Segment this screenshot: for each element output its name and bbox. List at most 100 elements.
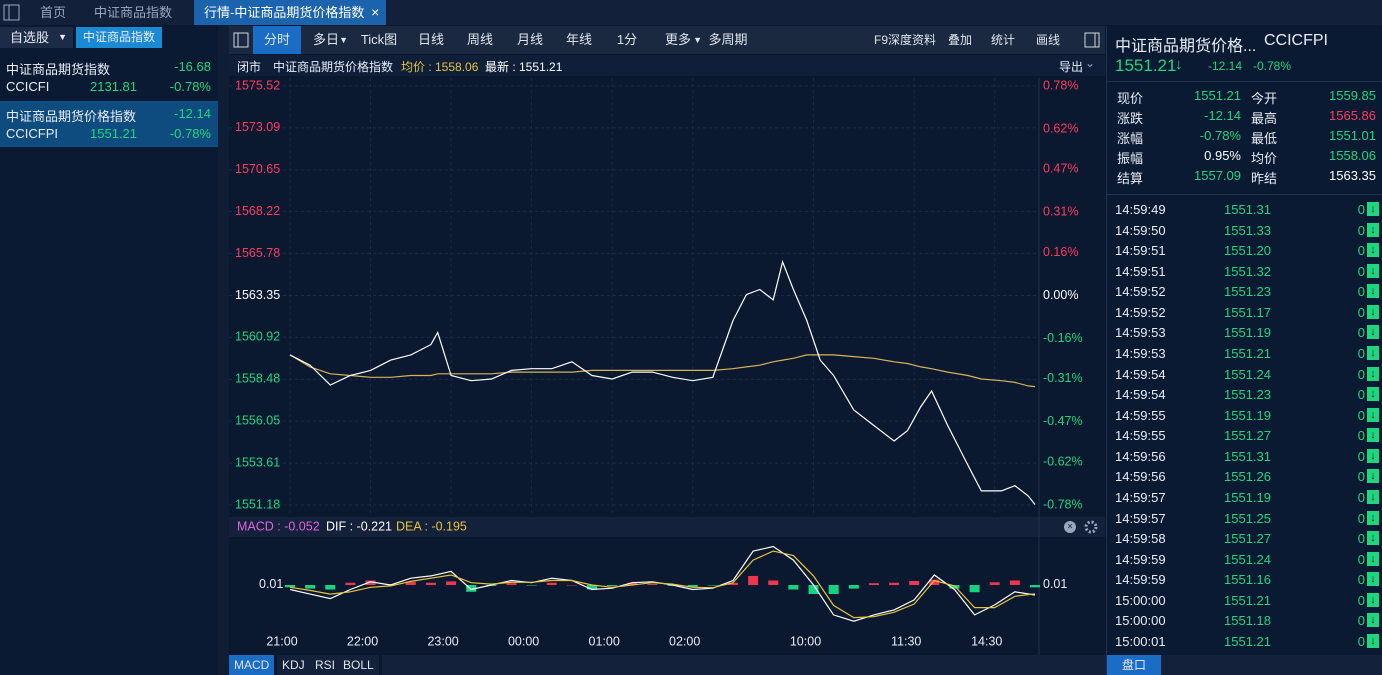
macd-bar xyxy=(345,582,356,585)
y2-tick-label: -0.31% xyxy=(1043,371,1083,385)
settings-icon[interactable] xyxy=(1084,520,1098,534)
dea-line xyxy=(289,550,1036,619)
macd-bar xyxy=(768,580,779,585)
quote-label: 结算 xyxy=(1117,171,1144,186)
watchlist-tab[interactable]: 自选股 ▼ xyxy=(0,27,73,48)
tick-time: 14:59:57 xyxy=(1115,510,1166,526)
item-name: 中证商品期货价格指数 xyxy=(6,109,137,124)
y-tick-label: 1558.48 xyxy=(235,372,280,386)
quote-change: -12.14 xyxy=(1208,59,1243,73)
quote-value: 1558.06 xyxy=(1329,148,1376,163)
macd-bar xyxy=(546,582,557,585)
watchlist-item[interactable]: 中证商品期货指数 -16.68 CCICFI 2131.81 -0.78% xyxy=(0,54,218,100)
quote-value: -12.14 xyxy=(1204,108,1241,123)
macd-header-bar xyxy=(229,517,1105,537)
indicator-tab[interactable]: KDJ xyxy=(277,655,310,675)
tick-volume: 0 xyxy=(1357,592,1365,608)
tick-time: 14:59:56 xyxy=(1115,469,1166,485)
toolbar-button[interactable]: F9深度资料 xyxy=(873,33,936,47)
tick-volume: 0 xyxy=(1357,428,1365,444)
watchlist-item[interactable]: 中证商品期货价格指数 -12.14 CCICFPI 1551.21 -0.78% xyxy=(0,101,218,147)
item-change: -16.68 xyxy=(174,59,211,74)
down-arrow: ↓ xyxy=(1367,633,1379,648)
toolbar-button[interactable]: 叠加 xyxy=(947,33,972,47)
tick-volume: 0 xyxy=(1357,284,1365,300)
quote-value: -0.78% xyxy=(1199,128,1241,143)
tab-active[interactable]: 行情-中证商品期货价格指数 × xyxy=(194,0,387,25)
tab[interactable]: 中证商品指数 xyxy=(94,5,173,20)
down-arrow: ↓ xyxy=(1367,222,1379,237)
quote-price: 1551.21 xyxy=(1115,56,1177,75)
indicator-tab[interactable]: RSI xyxy=(310,655,341,675)
last-price: 最新 : 1551.21 xyxy=(485,60,563,74)
y-tick-label: 1575.52 xyxy=(235,78,280,92)
down-arrow: ↓ xyxy=(1367,325,1379,340)
indicator-tab[interactable]: BOLL xyxy=(338,655,379,675)
y2-tick-label: 0.16% xyxy=(1043,245,1078,259)
macd-bar xyxy=(506,583,517,585)
macd-bar xyxy=(909,580,920,585)
tick-time: 14:59:53 xyxy=(1115,345,1166,361)
tick-time: 14:59:59 xyxy=(1115,572,1166,588)
chart-area: × 1575.52 1573.09 1570.65 1568.22 1565.78 156… xyxy=(229,78,1105,655)
macd-bar xyxy=(687,585,698,588)
close-indicator[interactable] xyxy=(1064,521,1076,533)
item-name: 中证商品期货指数 xyxy=(6,62,111,77)
y2-tick-label: -0.78% xyxy=(1043,497,1083,511)
y2-tick-label: 0.00% xyxy=(1043,288,1078,302)
macd-bar xyxy=(1009,580,1020,585)
tick-time: 14:59:52 xyxy=(1115,304,1166,320)
toolbar-button[interactable]: 统计 xyxy=(990,33,1015,47)
dropdown-arrow: ▼ xyxy=(339,35,348,45)
tick-price: 1551.24 xyxy=(1224,551,1271,567)
toolbar-button[interactable]: 多日 ▼ xyxy=(301,26,351,54)
close-indicator-icon: × xyxy=(1067,522,1073,533)
macd-bar xyxy=(889,582,900,585)
tick-time: 14:59:49 xyxy=(1115,202,1166,217)
tick-volume: 0 xyxy=(1357,531,1365,547)
tick-time: 14:59:54 xyxy=(1115,366,1166,382)
panel-toggle[interactable] xyxy=(1084,32,1100,48)
toolbar-button[interactable]: 日线 xyxy=(417,32,444,47)
macd-bar xyxy=(466,585,477,592)
close-icon[interactable]: × xyxy=(371,4,380,20)
down-arrow: ↓ xyxy=(1367,469,1379,484)
collapse-icon[interactable]: ⌄ xyxy=(1085,56,1096,70)
instrument-name: 中证商品期货价格指数 xyxy=(273,60,394,74)
toolbar-button[interactable]: Tick图 xyxy=(360,32,398,47)
toolbar-button[interactable]: 画线 xyxy=(1035,33,1060,47)
x-tick-label: 10:00 xyxy=(790,634,821,648)
tick-volume: 0 xyxy=(1357,325,1365,341)
tick-price: 1551.17 xyxy=(1224,304,1271,320)
indicator-tab[interactable]: MACD xyxy=(229,655,275,675)
down-arrow: ↓ xyxy=(1367,448,1379,463)
toolbar-button[interactable]: 月线 xyxy=(516,32,543,47)
sidebar-toggle[interactable] xyxy=(233,32,249,48)
tick-volume: 0 xyxy=(1357,387,1365,403)
down-arrow: ↓ xyxy=(1367,202,1379,216)
macd-bar xyxy=(647,584,658,585)
toolbar-button[interactable]: 周线 xyxy=(466,32,493,47)
down-arrow: ↓ xyxy=(1367,592,1379,607)
layout-icon[interactable] xyxy=(3,4,20,21)
item-price: 2131.81 xyxy=(90,79,137,94)
watchlist-tab-active[interactable]: 中证商品指数 xyxy=(76,27,162,48)
toolbar-button[interactable]: 多周期 xyxy=(708,32,748,47)
tab[interactable]: 首页 xyxy=(40,5,67,20)
macd-bar xyxy=(325,585,336,590)
macd-bar xyxy=(808,585,819,595)
panel-tab[interactable]: 盘口 xyxy=(1107,655,1161,675)
toolbar-button[interactable]: 更多 ▼ xyxy=(651,26,705,54)
down-arrow: ↓ xyxy=(1367,489,1379,504)
export-button[interactable]: 导出 xyxy=(1059,60,1084,74)
macd-bar xyxy=(868,583,879,585)
tab-label: 行情-中证商品期货价格指数 xyxy=(204,5,365,20)
y2-tick-label: 0.62% xyxy=(1043,121,1078,135)
tick-time: 14:59:57 xyxy=(1115,489,1166,505)
toolbar-button[interactable]: 1分 xyxy=(616,32,638,47)
y2-tick-label: 0.47% xyxy=(1043,162,1078,176)
toolbar-button[interactable]: 分时 xyxy=(253,26,301,54)
down-arrow: ↓ xyxy=(1367,387,1379,402)
toolbar-button[interactable]: 年线 xyxy=(565,32,592,47)
